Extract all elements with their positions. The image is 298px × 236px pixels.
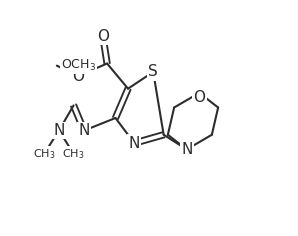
Text: S: S <box>148 64 158 79</box>
Text: OCH$_3$: OCH$_3$ <box>61 58 96 73</box>
Text: N: N <box>181 142 193 157</box>
Text: O: O <box>72 69 84 84</box>
Text: O: O <box>97 29 109 44</box>
Text: CH$_3$: CH$_3$ <box>33 147 55 160</box>
Text: N: N <box>78 123 90 138</box>
Text: N: N <box>129 136 140 151</box>
Text: N: N <box>53 123 65 138</box>
Text: O: O <box>193 89 205 105</box>
Text: CH$_3$: CH$_3$ <box>62 147 85 160</box>
